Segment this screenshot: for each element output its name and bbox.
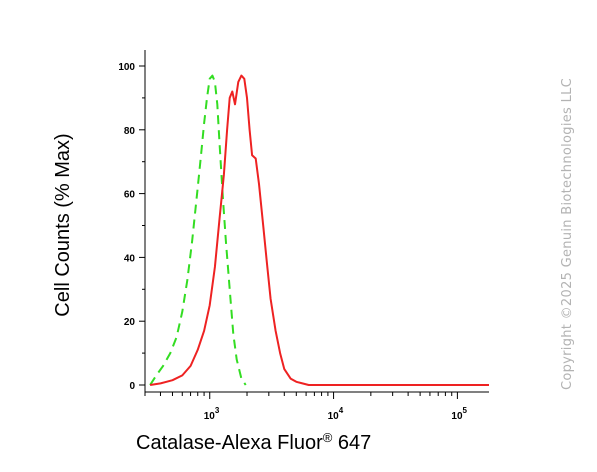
plot-frame xyxy=(144,50,489,393)
series-layer xyxy=(149,74,489,386)
y-tick-label: 0 xyxy=(129,381,135,392)
dashed-control-histogram xyxy=(149,74,247,386)
x-tick-label: 105 xyxy=(451,406,467,422)
x-tick-label: 103 xyxy=(204,406,220,422)
y-tick-label: 80 xyxy=(124,126,136,137)
x-tick-label: 104 xyxy=(328,406,344,422)
copyright-watermark: Copyright ©2025 Genuin Biotechnologies L… xyxy=(560,78,575,390)
y-axis-title: Cell Counts (% Max) xyxy=(52,133,74,316)
x-axis-title: Catalase-Alexa Fluor® 647 xyxy=(136,430,371,454)
solid-sample-histogram xyxy=(149,74,489,386)
y-tick-label: 40 xyxy=(124,253,136,264)
y-tick-label: 60 xyxy=(124,190,136,201)
x-axis-title-main: Catalase-Alexa Fluor xyxy=(136,432,323,454)
y-axis-ticks: 0 20 40 60 80 100 xyxy=(118,62,145,392)
y-tick-label: 20 xyxy=(124,317,136,328)
x-axis-ticks: 103 104 105 xyxy=(144,392,468,422)
x-axis-title-registered-mark: ® xyxy=(323,430,333,445)
y-tick-label: 100 xyxy=(118,62,135,73)
x-axis-title-suffix: 647 xyxy=(332,432,371,454)
